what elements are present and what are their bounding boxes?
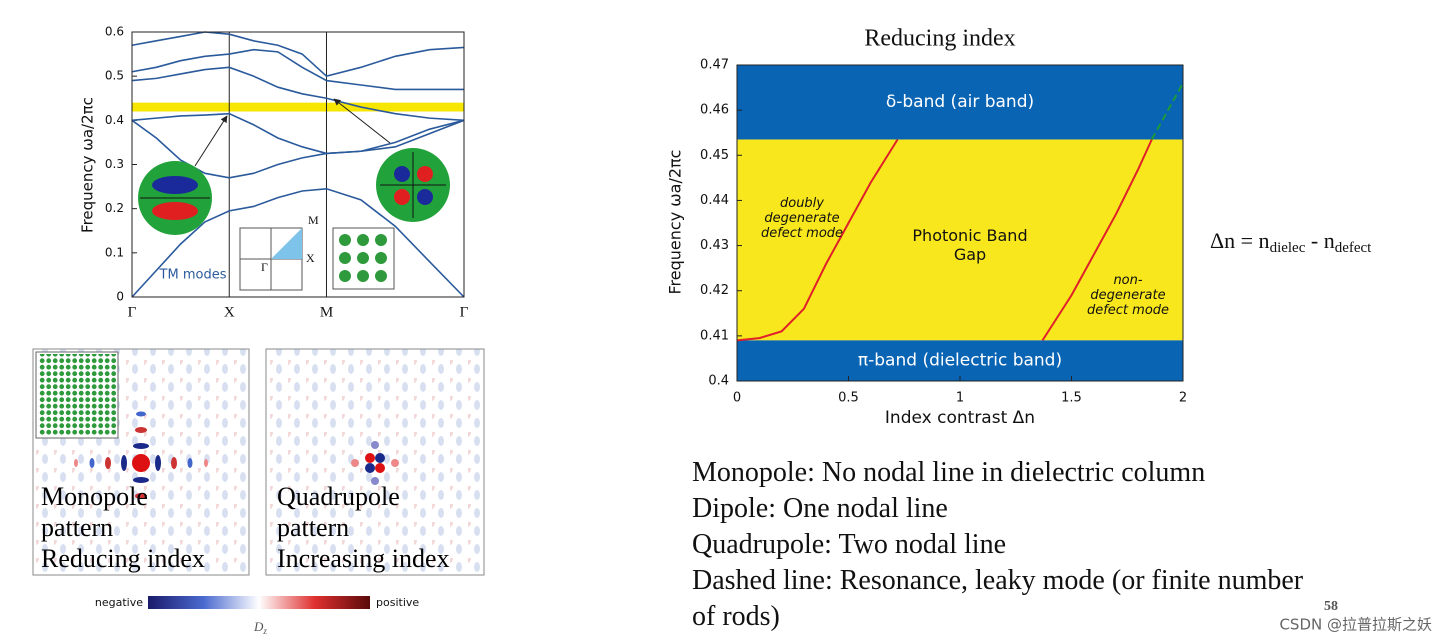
page-number: 58 <box>1324 599 1338 614</box>
colorbar-low: negative <box>95 596 143 609</box>
series-line <box>1041 139 1153 341</box>
band-gap <box>132 102 464 112</box>
quadrupole-field <box>351 441 399 485</box>
region <box>737 139 1183 341</box>
y-tick-label: 0.4 <box>708 374 729 389</box>
series-line <box>131 48 464 91</box>
label-sub: z <box>262 626 267 636</box>
bullet: Dashed line: Resonance, leaky mode (or f… <box>692 565 1304 632</box>
annotation: TM modes <box>159 268 227 283</box>
rods <box>339 234 387 282</box>
chart-title: Reducing index <box>864 26 1015 52</box>
caption-line: pattern <box>277 513 350 542</box>
bullet-list: Monopole: No nodal line in dielectric co… <box>692 455 1322 635</box>
quadrupole-image <box>265 348 485 576</box>
y-tick-label: 0.43 <box>700 238 729 253</box>
lobe <box>417 189 433 205</box>
arrow <box>333 98 391 144</box>
equation: Δn = ndielec - ndefect <box>1210 228 1372 256</box>
watermark: CSDN @拉普拉斯之妖 <box>1279 616 1432 634</box>
y-axis-title: Frequency ωa/2πc <box>666 150 685 295</box>
irreducible-zone <box>271 228 302 259</box>
region-label: Photonic Band Gap <box>912 226 1028 264</box>
y-tick-label: 0.4 <box>105 113 124 127</box>
region-label: δ-band (air band) <box>886 92 1034 112</box>
bz-label: M <box>308 213 319 227</box>
series-line <box>131 31 465 78</box>
y-axis-title: Frequency ωa/2πc <box>79 97 97 233</box>
x-tick-label: 1 <box>956 391 964 406</box>
series-line <box>131 66 465 122</box>
y-tick-label: 0.45 <box>700 148 729 163</box>
x-axis-title: Index contrast Δn <box>885 408 1035 428</box>
y-tick-label: 0.3 <box>105 157 124 171</box>
x-tick-label: 2 <box>1179 391 1187 406</box>
lobe <box>417 166 433 182</box>
series-line <box>131 119 465 179</box>
eq-part: Δn = n <box>1210 228 1270 253</box>
x-tick-label: 1.5 <box>1061 391 1082 406</box>
y-tick-label: 0.6 <box>105 25 124 39</box>
y-tick-label: 0.5 <box>105 69 124 83</box>
bullet: Dipole: One nodal line <box>692 493 948 524</box>
x-tick-label: 0 <box>733 391 741 406</box>
plot-frame <box>131 31 465 298</box>
y-tick-label: 0.44 <box>700 193 729 208</box>
eq-part: - n <box>1305 228 1334 253</box>
field-images: negative positive Dz <box>32 348 485 636</box>
y-tick-label: 0.2 <box>105 201 124 215</box>
y-tick-label: 0 <box>116 290 124 304</box>
eq-sub: dielec <box>1270 240 1306 256</box>
label: D <box>253 619 264 634</box>
series-line <box>131 187 465 298</box>
y-tick-label: 0.41 <box>700 328 729 343</box>
lobe <box>152 176 198 194</box>
region-label: π-band (dielectric band) <box>858 351 1062 371</box>
defect-chart: δ-band (air band) π-band (dielectric band… <box>666 58 1188 429</box>
annotation: doubly degenerate defect mode <box>760 196 844 241</box>
y-tick-label: 0.1 <box>105 245 124 259</box>
annotation: non-degenerate defect mode <box>1086 273 1170 318</box>
region <box>737 65 1183 140</box>
lobe <box>394 189 410 205</box>
bullet: Quadrupole: Two nodal line <box>692 529 1007 560</box>
lattice <box>38 354 116 436</box>
pattern-caption: Quadrupole pattern Increasing index <box>277 481 450 574</box>
caption-line: pattern <box>41 513 114 542</box>
eq-sub: defect <box>1335 240 1372 256</box>
colorbar-label: Dz <box>253 619 267 636</box>
caption-line: Increasing index <box>277 544 450 573</box>
x-tick-label: Γ <box>460 304 469 320</box>
x-tick-label: M <box>320 304 333 320</box>
caption-line: Quadrupole <box>277 482 400 511</box>
plot-frame <box>736 64 1184 382</box>
y-tick-label: 0.42 <box>700 283 729 298</box>
series-line <box>736 138 899 342</box>
bz-label: X <box>306 251 315 265</box>
monopole-field <box>74 411 208 499</box>
x-tick-label: Γ <box>128 304 137 320</box>
colorbar <box>148 596 370 609</box>
colorbar-high: positive <box>376 596 419 609</box>
x-tick-label: X <box>224 304 235 320</box>
y-tick-label: 0.46 <box>700 103 729 118</box>
lobe <box>394 166 410 182</box>
lobe <box>152 202 198 220</box>
y-tick-label: 0.47 <box>700 58 729 73</box>
series-line <box>131 112 465 155</box>
bullet: Monopole: No nodal line in dielectric co… <box>692 457 1206 488</box>
caption-line: Reducing index <box>41 544 205 573</box>
insets: M X Γ TM modes <box>138 98 450 291</box>
caption-line: Monopole <box>41 482 148 511</box>
bz-label: Γ <box>261 260 268 274</box>
pattern-caption: Monopole pattern Reducing index <box>41 481 205 574</box>
arrow <box>194 115 228 167</box>
region <box>737 340 1183 381</box>
x-tick-label: 0.5 <box>838 391 859 406</box>
